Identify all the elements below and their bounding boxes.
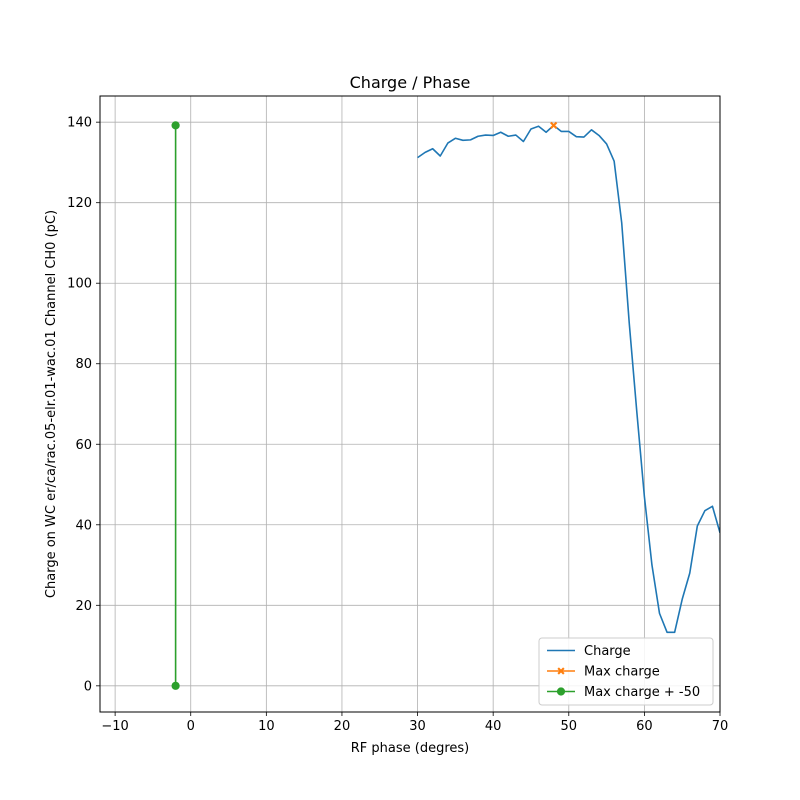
legend-box — [538, 637, 714, 706]
x-axis-label: RF phase (degres) — [351, 741, 469, 756]
series-line-charge — [417, 124, 720, 634]
y-tick-label: 40 — [75, 518, 92, 533]
y-tick-label: 60 — [75, 438, 92, 453]
data-point-max-charge — [550, 121, 558, 129]
y-tick-label: 100 — [67, 277, 92, 292]
y-tick-label: 20 — [75, 599, 92, 614]
x-tick-label: 40 — [485, 719, 502, 734]
plot-area — [171, 121, 720, 690]
series-charge — [417, 124, 720, 634]
y-tick-label: 0 — [84, 679, 92, 694]
legend-label: Max charge + -50 — [584, 685, 700, 700]
legend-item-charge: Charge — [547, 644, 631, 659]
series-max-charge — [550, 121, 558, 129]
x-tick-label: 0 — [187, 719, 195, 734]
y-axis-ticks: 0 20 40 60 80 100 120 140 — [67, 116, 100, 694]
y-tick-label: 120 — [67, 196, 92, 211]
data-point-max-charge-50 — [171, 121, 180, 130]
x-tick-label: 50 — [561, 719, 578, 734]
x-axis-ticks: −10 0 10 20 30 40 50 60 70 — [101, 712, 728, 734]
y-tick-label: 140 — [67, 116, 92, 131]
x-tick-label: −10 — [101, 719, 128, 734]
legend-marker — [556, 687, 566, 696]
x-tick-label: 70 — [712, 719, 729, 734]
x-tick-label: 10 — [258, 719, 275, 734]
data-point-max-charge-50 — [171, 681, 180, 690]
chart-title: Charge / Phase — [350, 73, 471, 92]
legend-label: Charge — [584, 644, 631, 659]
x-tick-label: 60 — [636, 719, 653, 734]
grid-lines — [100, 96, 721, 712]
y-tick-label: 80 — [75, 357, 92, 372]
legend-item-max-charge-50: Max charge + -50 — [547, 685, 700, 700]
legend-label: Max charge — [584, 665, 660, 680]
plot-frame — [99, 95, 721, 713]
legend: Charge Max charge Max charge + -50 — [538, 637, 714, 706]
series-max-charge-50 — [171, 121, 180, 690]
legend-item-max-charge: Max charge — [547, 665, 660, 680]
x-tick-label: 30 — [409, 719, 426, 734]
legend-marker — [557, 667, 565, 675]
y-axis-label: Charge on WC er/ca/rac.05-elr.01-wac.01 … — [44, 210, 59, 598]
x-tick-label: 20 — [334, 719, 351, 734]
